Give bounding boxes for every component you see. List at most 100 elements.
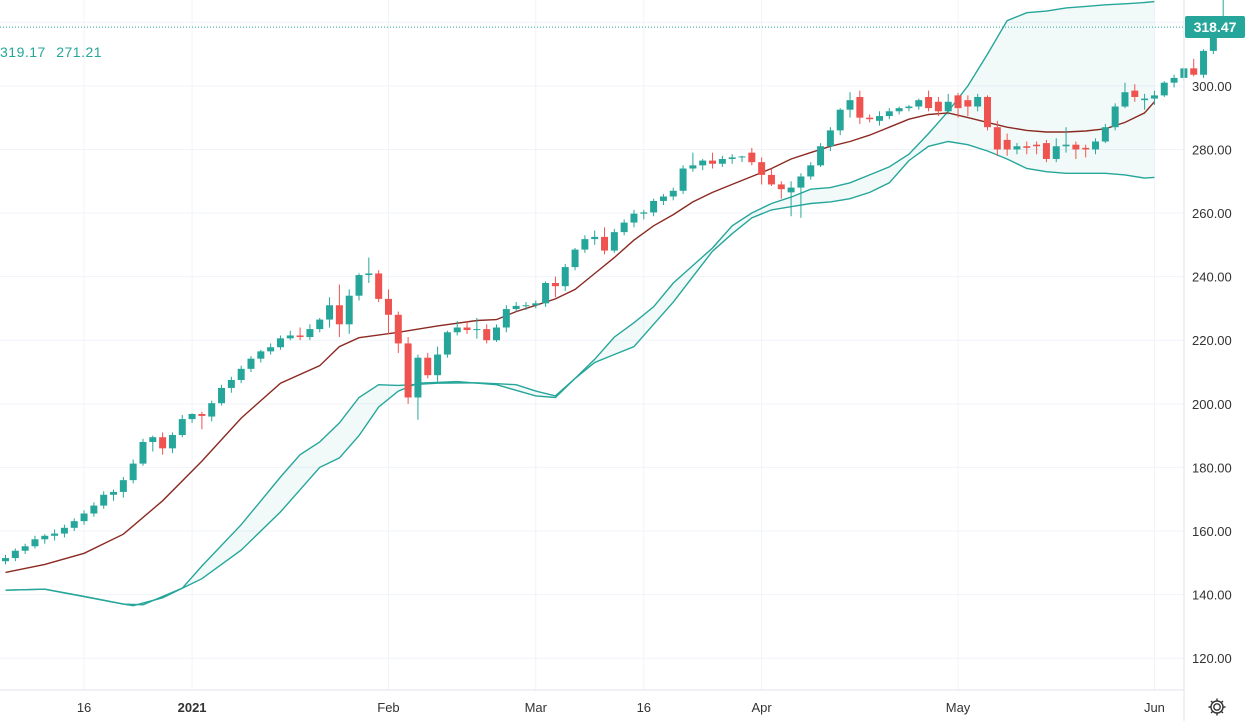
candle-body (1033, 144, 1041, 147)
candle-body (276, 338, 284, 348)
candle (1111, 103, 1119, 131)
candle (512, 302, 520, 312)
candle-body (1082, 147, 1090, 150)
candle-body (483, 329, 491, 341)
candle-body (944, 101, 952, 112)
candle (296, 327, 304, 341)
candle (689, 152, 697, 172)
candle (483, 324, 491, 344)
candle (1023, 141, 1031, 155)
candle-body (70, 521, 78, 528)
candle (758, 157, 766, 185)
candle-body (866, 117, 874, 120)
y-tick-label: 140.00 (1192, 588, 1232, 603)
candle (826, 127, 834, 152)
candle-body (443, 332, 451, 355)
candle (630, 209, 638, 228)
candle (326, 297, 334, 328)
candle (335, 284, 343, 338)
candle-body (365, 273, 373, 276)
legend-lower-value: 271.21 (56, 44, 103, 60)
candle (414, 354, 422, 420)
candle-body (316, 319, 324, 330)
candle-body (178, 419, 186, 435)
candle (885, 108, 893, 120)
candle-body (767, 174, 775, 185)
candle-body (561, 267, 569, 287)
candle-body (1013, 146, 1021, 150)
candle-body (1141, 98, 1149, 101)
candle (679, 165, 687, 194)
candle-body (1062, 144, 1070, 147)
candle (394, 311, 402, 353)
candle (581, 235, 589, 253)
candle (1170, 74, 1178, 88)
candle (1072, 141, 1080, 159)
candle (1131, 84, 1139, 102)
candle-body (748, 152, 756, 163)
candle (119, 476, 127, 498)
candle-body (1052, 146, 1060, 159)
candle (149, 435, 157, 452)
price-axis[interactable]: 120.00 140.00 160.00 180.00 200.00 220.00 240.… (1192, 15, 1232, 666)
candle (2, 554, 9, 565)
candle (748, 147, 756, 166)
candle-body (640, 212, 648, 214)
candle (895, 106, 903, 115)
candle-body (1209, 28, 1217, 51)
candle (925, 90, 933, 112)
candle (522, 302, 530, 311)
candle-body (306, 329, 314, 338)
y-tick-label: 300.00 (1192, 79, 1232, 94)
y-tick-label: 120.00 (1192, 651, 1232, 666)
candle-body (581, 239, 589, 250)
candle (954, 92, 962, 118)
candle-body (247, 358, 255, 369)
x-tick-label: Feb (377, 700, 399, 715)
bollinger-upper-line (5, 0, 1155, 606)
candle-body (1092, 141, 1100, 150)
candle (777, 181, 785, 199)
candle (159, 432, 167, 455)
candle (493, 324, 500, 342)
candle-body (984, 96, 991, 128)
candle-body (925, 96, 933, 109)
candle (974, 93, 982, 112)
candle-body (404, 343, 412, 398)
candle (984, 95, 991, 131)
candle-body (257, 351, 265, 359)
candle (659, 193, 667, 206)
candle (110, 489, 118, 501)
candle-body (571, 249, 579, 268)
candle-body (345, 295, 353, 325)
candle-body (964, 100, 972, 107)
candle-body (31, 539, 39, 547)
candle-body (394, 314, 402, 344)
candle-body (905, 106, 913, 109)
candle (1033, 141, 1041, 155)
candle (306, 324, 314, 341)
candle (286, 330, 294, 341)
candle (1042, 139, 1050, 163)
candle (846, 92, 854, 118)
candle-body (11, 550, 19, 559)
candle-body (974, 96, 982, 107)
candle-body (326, 305, 334, 320)
candle (1200, 49, 1208, 78)
candle-body (218, 387, 226, 404)
candle-body (384, 298, 392, 315)
candle (1121, 82, 1129, 109)
candle-body (630, 213, 638, 223)
chart-grid (0, 0, 1184, 690)
time-axis[interactable]: 16 2021 Feb Mar 16 Apr May Jun (77, 700, 1165, 715)
candle-body (434, 354, 442, 376)
candle-body (1023, 146, 1031, 148)
candle (787, 181, 795, 217)
candle-body (502, 309, 510, 328)
candle-body (551, 282, 559, 287)
candle-body (188, 414, 196, 420)
candle-body (139, 441, 147, 464)
candle (738, 155, 746, 163)
gear-icon[interactable] (1206, 696, 1228, 718)
